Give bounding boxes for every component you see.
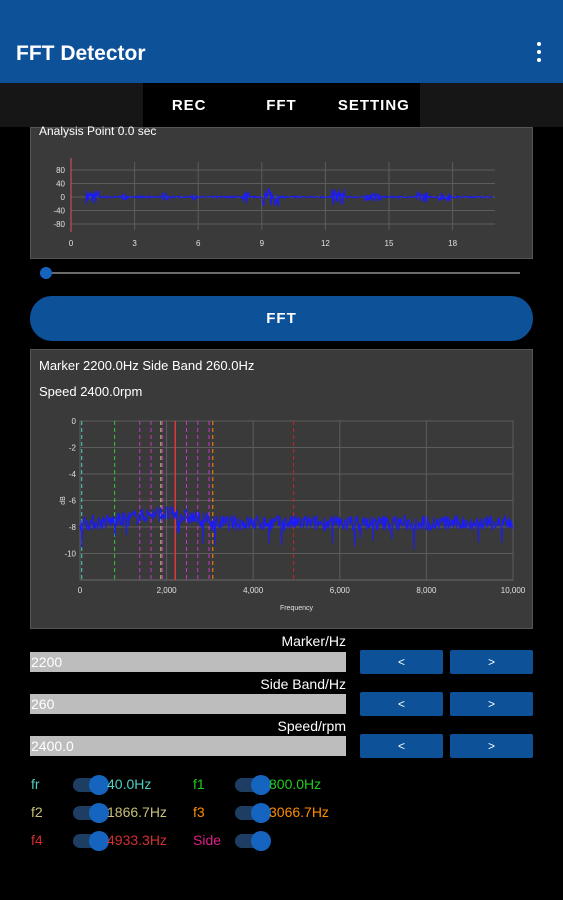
waveform-y-tick: -80: [53, 220, 65, 229]
waveform-x-tick: 0: [69, 239, 74, 248]
spectrum-y-tick: -2: [69, 444, 77, 453]
seekbar-thumb[interactable]: [40, 267, 52, 279]
speed-input[interactable]: 2400.0: [30, 736, 346, 756]
option-f4: f4 4933.3Hz: [31, 829, 201, 853]
sideband-increase-button[interactable]: >: [450, 692, 533, 716]
spectrum-series-line: [79, 505, 514, 551]
spectrum-x-tick: 2,000: [157, 586, 178, 595]
waveform-x-tick: 9: [260, 239, 265, 248]
spectrum-y-tick: -10: [64, 550, 76, 559]
fr-value: 40.0Hz: [107, 776, 152, 792]
option-side: Side: [193, 829, 363, 853]
f2-toggle[interactable]: [73, 803, 109, 823]
waveform-x-tick: 3: [132, 239, 137, 248]
waveform-x-tick: 18: [448, 239, 457, 248]
waveform-signal-line: [85, 188, 494, 207]
f2-label: f2: [31, 804, 43, 820]
sideband-label: Side Band/Hz: [260, 676, 346, 692]
speed-increase-button[interactable]: >: [450, 734, 533, 758]
f1-label: f1: [193, 776, 205, 792]
marker-sideband-label: Marker 2200.0Hz Side Band 260.0Hz: [39, 358, 255, 373]
spectrum-y-axis-label: dB: [60, 496, 67, 505]
spectrum-x-tick: 0: [78, 586, 83, 595]
marker-input[interactable]: 2200: [30, 652, 346, 672]
spectrum-y-tick: -4: [69, 470, 77, 479]
analysis-point-label: Analysis Point 0.0 sec: [39, 124, 157, 138]
f4-toggle[interactable]: [73, 831, 109, 851]
fft-button[interactable]: FFT: [30, 296, 533, 341]
option-f2: f2 1866.7Hz: [31, 801, 201, 825]
sideband-decrease-button[interactable]: <: [360, 692, 443, 716]
spectrum-y-tick: 0: [72, 417, 77, 426]
f1-value: 800.0Hz: [269, 776, 322, 792]
waveform-x-tick: 6: [196, 239, 201, 248]
marker-decrease-button[interactable]: <: [360, 650, 443, 674]
speed-label: Speed 2400.0rpm: [39, 384, 143, 399]
marker-label: Marker/Hz: [281, 633, 346, 649]
side-toggle[interactable]: [235, 831, 271, 851]
f4-value: 4933.3Hz: [107, 832, 167, 848]
option-fr: fr 40.0Hz: [31, 773, 201, 797]
spectrum-chart: 0 -2 -4 -6 -8 -10 0 2,000 4,000 6,000 8,000 10,000 F…: [60, 417, 526, 612]
f3-toggle[interactable]: [235, 803, 271, 823]
spectrum-y-tick: -6: [69, 497, 77, 506]
tab-bar: REC FFT SETTING: [0, 83, 563, 127]
spectrum-x-tick: 4,000: [243, 586, 264, 595]
seekbar-track: [40, 272, 520, 274]
waveform-y-tick: -40: [53, 207, 65, 216]
waveform-chart: 80 40 0 -40 -80 0 3 6 9 12 15 18: [53, 158, 495, 248]
marker-increase-button[interactable]: >: [450, 650, 533, 674]
speed-decrease-button[interactable]: <: [360, 734, 443, 758]
sideband-input[interactable]: 260: [30, 694, 346, 714]
f2-value: 1866.7Hz: [107, 804, 167, 820]
spectrum-panel: Marker 2200.0Hz Side Band 260.0Hz Speed …: [30, 349, 533, 629]
spectrum-x-tick: 10,000: [501, 586, 526, 595]
f3-value: 3066.7Hz: [269, 804, 329, 820]
waveform-y-tick: 80: [56, 166, 65, 175]
app-title: FFT Detector: [16, 42, 146, 65]
f4-label: f4: [31, 832, 43, 848]
waveform-panel: Analysis Point 0.0 sec 80 40 0 -40 -80 0 3 6 9 12…: [30, 124, 533, 259]
spectrum-y-tick: -8: [69, 523, 77, 532]
waveform-x-tick: 12: [321, 239, 330, 248]
f1-toggle[interactable]: [235, 775, 271, 795]
waveform-x-tick: 15: [385, 239, 394, 248]
fr-toggle[interactable]: [73, 775, 109, 795]
option-f3: f3 3066.7Hz: [193, 801, 363, 825]
analysis-point-seekbar[interactable]: [40, 266, 520, 280]
speed-field-label: Speed/rpm: [277, 718, 346, 734]
spectrum-x-tick: 8,000: [416, 586, 437, 595]
tab-fft[interactable]: FFT: [266, 96, 297, 114]
option-f1: f1 800.0Hz: [193, 773, 363, 797]
tab-rec[interactable]: REC: [171, 96, 207, 114]
fr-label: fr: [31, 776, 40, 792]
waveform-y-tick: 40: [56, 180, 65, 189]
more-vert-icon[interactable]: [535, 42, 543, 62]
side-label: Side: [193, 832, 222, 848]
waveform-y-tick: 0: [61, 193, 66, 202]
app-bar: FFT Detector: [0, 0, 563, 83]
spectrum-x-tick: 6,000: [330, 586, 351, 595]
tab-setting[interactable]: SETTING: [337, 96, 410, 114]
f3-label: f3: [193, 804, 205, 820]
spectrum-x-axis-label: Frequency: [280, 605, 314, 612]
